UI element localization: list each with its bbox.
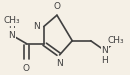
Text: CH₃: CH₃ [108,36,124,45]
Text: O: O [53,2,60,11]
Text: H: H [8,21,15,30]
Text: N: N [8,31,15,40]
Text: N: N [33,22,40,31]
Text: O: O [23,64,30,73]
Text: N: N [56,59,63,68]
Text: CH₃: CH₃ [3,16,20,25]
Text: N: N [102,46,108,55]
Text: H: H [102,56,108,65]
